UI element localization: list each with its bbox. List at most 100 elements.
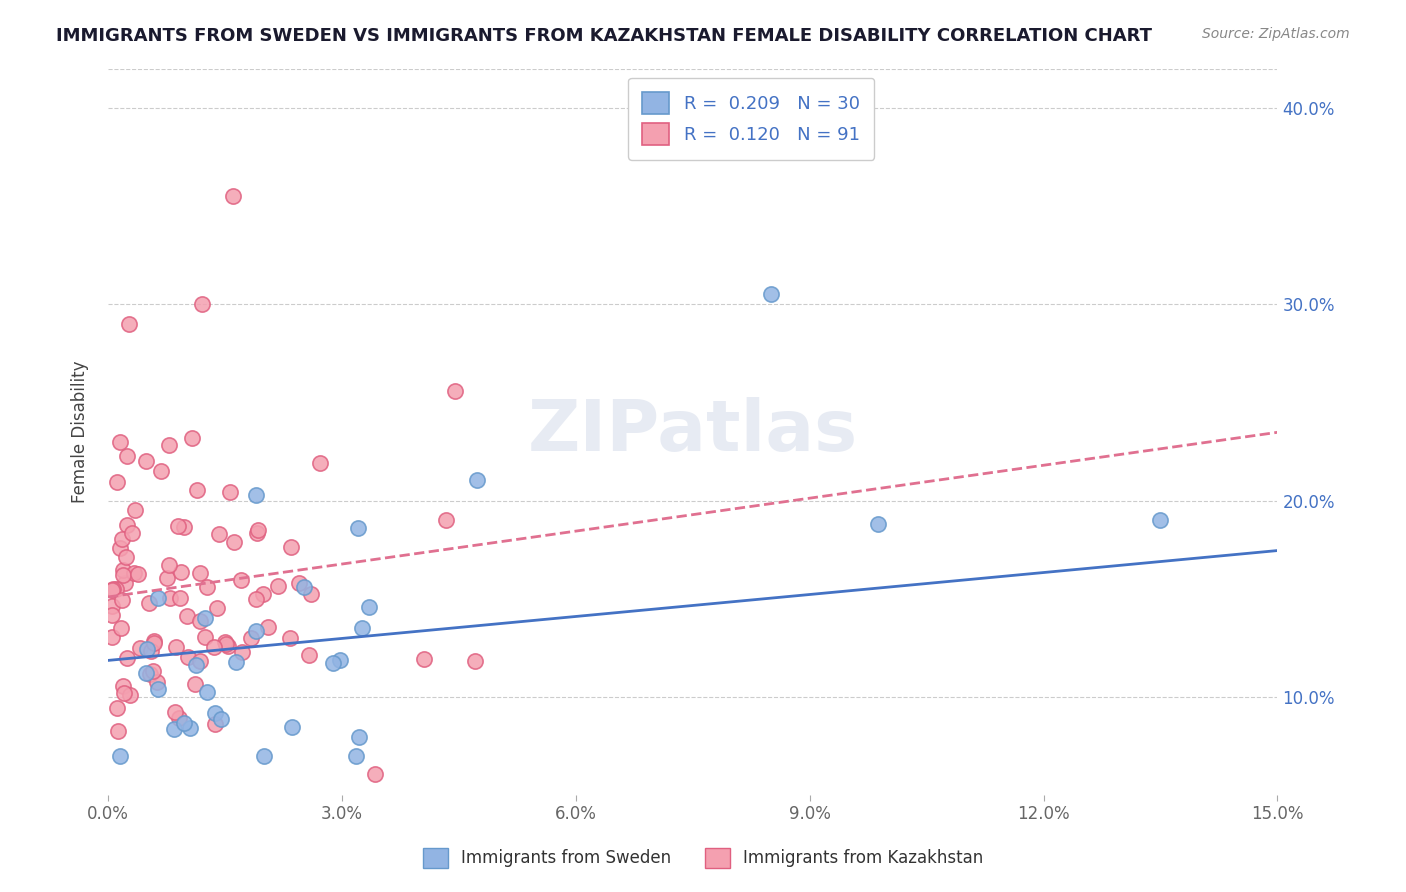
Point	[112, 686, 135, 700]
Point	[127, 566, 149, 581]
Point	[231, 645, 253, 659]
Point	[115, 518, 138, 533]
Point	[436, 512, 458, 526]
Point	[281, 720, 304, 734]
Point	[866, 516, 889, 531]
Point	[101, 582, 124, 596]
Point	[124, 503, 146, 517]
Point	[222, 534, 245, 549]
Point	[287, 576, 309, 591]
Point	[138, 596, 160, 610]
Point	[347, 730, 370, 744]
Point	[190, 297, 212, 311]
Point	[188, 654, 211, 668]
Point	[299, 587, 322, 601]
Point	[346, 521, 368, 535]
Point	[105, 582, 128, 596]
Point	[135, 453, 157, 467]
Point	[115, 550, 138, 565]
Point	[157, 558, 180, 573]
Point	[413, 652, 436, 666]
Point	[179, 721, 201, 735]
Point	[159, 591, 181, 605]
Point	[156, 571, 179, 585]
Point	[352, 621, 374, 635]
Point	[108, 541, 131, 555]
Point	[105, 701, 128, 715]
Point	[252, 587, 274, 601]
Point	[190, 614, 212, 628]
Point	[194, 630, 217, 644]
Point	[222, 189, 245, 203]
Legend: Immigrants from Sweden, Immigrants from Kazakhstan: Immigrants from Sweden, Immigrants from …	[416, 841, 990, 875]
Point	[111, 567, 134, 582]
Point	[464, 654, 486, 668]
Point	[194, 611, 217, 625]
Point	[146, 674, 169, 689]
Point	[170, 565, 193, 579]
Point	[202, 640, 225, 654]
Point	[309, 456, 332, 470]
Point	[204, 717, 226, 731]
Text: Source: ZipAtlas.com: Source: ZipAtlas.com	[1202, 27, 1350, 41]
Point	[186, 483, 208, 497]
Point	[101, 631, 124, 645]
Point	[136, 642, 159, 657]
Point	[225, 655, 247, 669]
Point	[195, 580, 218, 594]
Point	[181, 431, 204, 445]
Point	[465, 473, 488, 487]
Legend: R =  0.209   N = 30, R =  0.120   N = 91: R = 0.209 N = 30, R = 0.120 N = 91	[628, 78, 875, 160]
Point	[150, 464, 173, 478]
Point	[105, 475, 128, 489]
Point	[267, 579, 290, 593]
Point	[157, 438, 180, 452]
Point	[115, 450, 138, 464]
Point	[280, 540, 302, 554]
Point	[163, 705, 186, 719]
Point	[184, 657, 207, 672]
Point	[121, 525, 143, 540]
Point	[177, 649, 200, 664]
Point	[142, 635, 165, 649]
Point	[245, 488, 267, 502]
Point	[245, 526, 267, 541]
Y-axis label: Female Disability: Female Disability	[72, 360, 89, 503]
Point	[163, 722, 186, 736]
Point	[357, 600, 380, 615]
Point	[111, 593, 134, 607]
Point	[214, 635, 236, 649]
Point	[122, 566, 145, 581]
Point	[245, 624, 267, 639]
Point	[207, 527, 229, 541]
Point	[107, 723, 129, 738]
Point	[135, 666, 157, 681]
Point	[257, 620, 280, 634]
Point	[118, 318, 141, 332]
Point	[142, 634, 165, 648]
Text: IMMIGRANTS FROM SWEDEN VS IMMIGRANTS FROM KAZAKHSTAN FEMALE DISABILITY CORRELATI: IMMIGRANTS FROM SWEDEN VS IMMIGRANTS FRO…	[56, 27, 1153, 45]
Point	[169, 711, 191, 725]
Point	[1149, 513, 1171, 527]
Point	[114, 575, 136, 590]
Point	[209, 712, 232, 726]
Point	[195, 685, 218, 699]
Point	[205, 601, 228, 615]
Point	[110, 621, 132, 635]
Point	[759, 287, 782, 301]
Point	[120, 688, 142, 702]
Point	[139, 667, 162, 681]
Point	[231, 573, 253, 587]
Point	[101, 599, 124, 613]
Point	[166, 519, 188, 533]
Point	[247, 523, 270, 537]
Point	[240, 631, 263, 645]
Point	[204, 706, 226, 720]
Point	[188, 566, 211, 580]
Point	[173, 520, 195, 534]
Point	[344, 748, 367, 763]
Point	[148, 591, 170, 605]
Point	[128, 641, 150, 656]
Point	[110, 532, 132, 546]
Point	[101, 582, 124, 597]
